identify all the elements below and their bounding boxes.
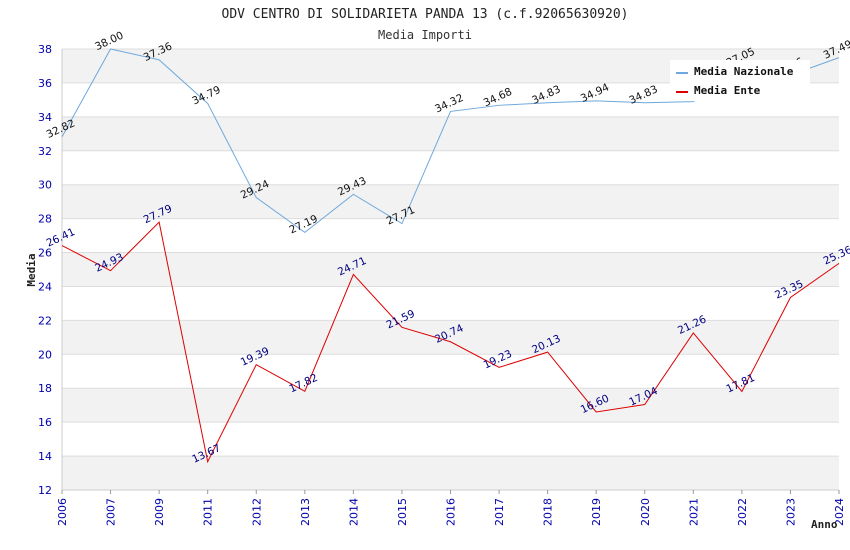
y-tick-label: 26 [38, 247, 52, 260]
x-tick-label: 2016 [445, 498, 458, 526]
x-tick-label: 2019 [590, 498, 603, 526]
x-tick-label: 2011 [202, 498, 215, 526]
y-tick-label: 16 [38, 416, 52, 429]
series-line [61, 221, 840, 464]
x-tick-label: 2022 [736, 498, 749, 526]
chart-subtitle: Media Importi [378, 28, 472, 42]
grid-band [62, 116, 839, 151]
y-axis-ticks: 12 14 16 18 20 22 24 26 28 30 32 34 36 38 [38, 43, 52, 497]
chart-title: ODV CENTRO DI SOLIDARIETA PANDA 13 (c.f.… [222, 7, 629, 22]
x-tick-label: 2023 [784, 498, 797, 526]
x-tick-label: 2017 [493, 498, 506, 526]
y-tick-label: 34 [38, 111, 52, 124]
y-tick-label: 28 [38, 213, 52, 226]
grid-band [62, 286, 839, 321]
grid-band [62, 456, 839, 490]
grid-band [62, 218, 839, 253]
grid-band [62, 320, 839, 355]
y-tick-label: 22 [38, 314, 52, 327]
x-tick-label: 2009 [153, 498, 166, 526]
legend-label-media-ente: Media Ente [694, 84, 761, 97]
x-axis-ticks: 2006 2007 2009 2011 2012 2013 2014 2015 2016 2017… [56, 490, 846, 526]
y-tick-label: 32 [38, 145, 52, 158]
y-tick-label: 30 [38, 179, 52, 192]
y-axis-label: Media [25, 253, 38, 286]
grid-band [62, 354, 839, 389]
y-tick-label: 20 [38, 348, 52, 361]
x-tick-label: 2015 [396, 498, 409, 526]
x-tick-label: 2014 [347, 498, 360, 526]
grid-band [62, 388, 839, 423]
y-tick-label: 36 [38, 77, 52, 90]
grid-band [62, 252, 839, 287]
x-tick-label: 2021 [687, 498, 700, 526]
y-tick-label: 14 [38, 450, 52, 463]
x-tick-label: 2012 [250, 498, 263, 526]
legend-box [670, 60, 810, 101]
grid-band [62, 150, 839, 185]
x-tick-label: 2013 [299, 498, 312, 526]
grid-bands [61, 48, 839, 491]
x-tick-label: 2024 [833, 498, 846, 526]
y-tick-label: 38 [38, 43, 52, 56]
legend-label-media-nazionale: Media Nazionale [694, 65, 794, 78]
x-tick-label: 2018 [542, 498, 555, 526]
y-tick-label: 24 [38, 280, 52, 293]
x-axis-label: Anno [811, 518, 838, 531]
x-tick-label: 2020 [639, 498, 652, 526]
legend: Media Nazionale Media Ente [670, 60, 810, 101]
y-tick-label: 12 [38, 484, 52, 497]
grid-band [62, 184, 839, 219]
grid-band [62, 422, 839, 457]
x-tick-label: 2006 [56, 498, 69, 526]
x-tick-label: 2007 [105, 498, 118, 526]
y-tick-label: 18 [38, 382, 52, 395]
